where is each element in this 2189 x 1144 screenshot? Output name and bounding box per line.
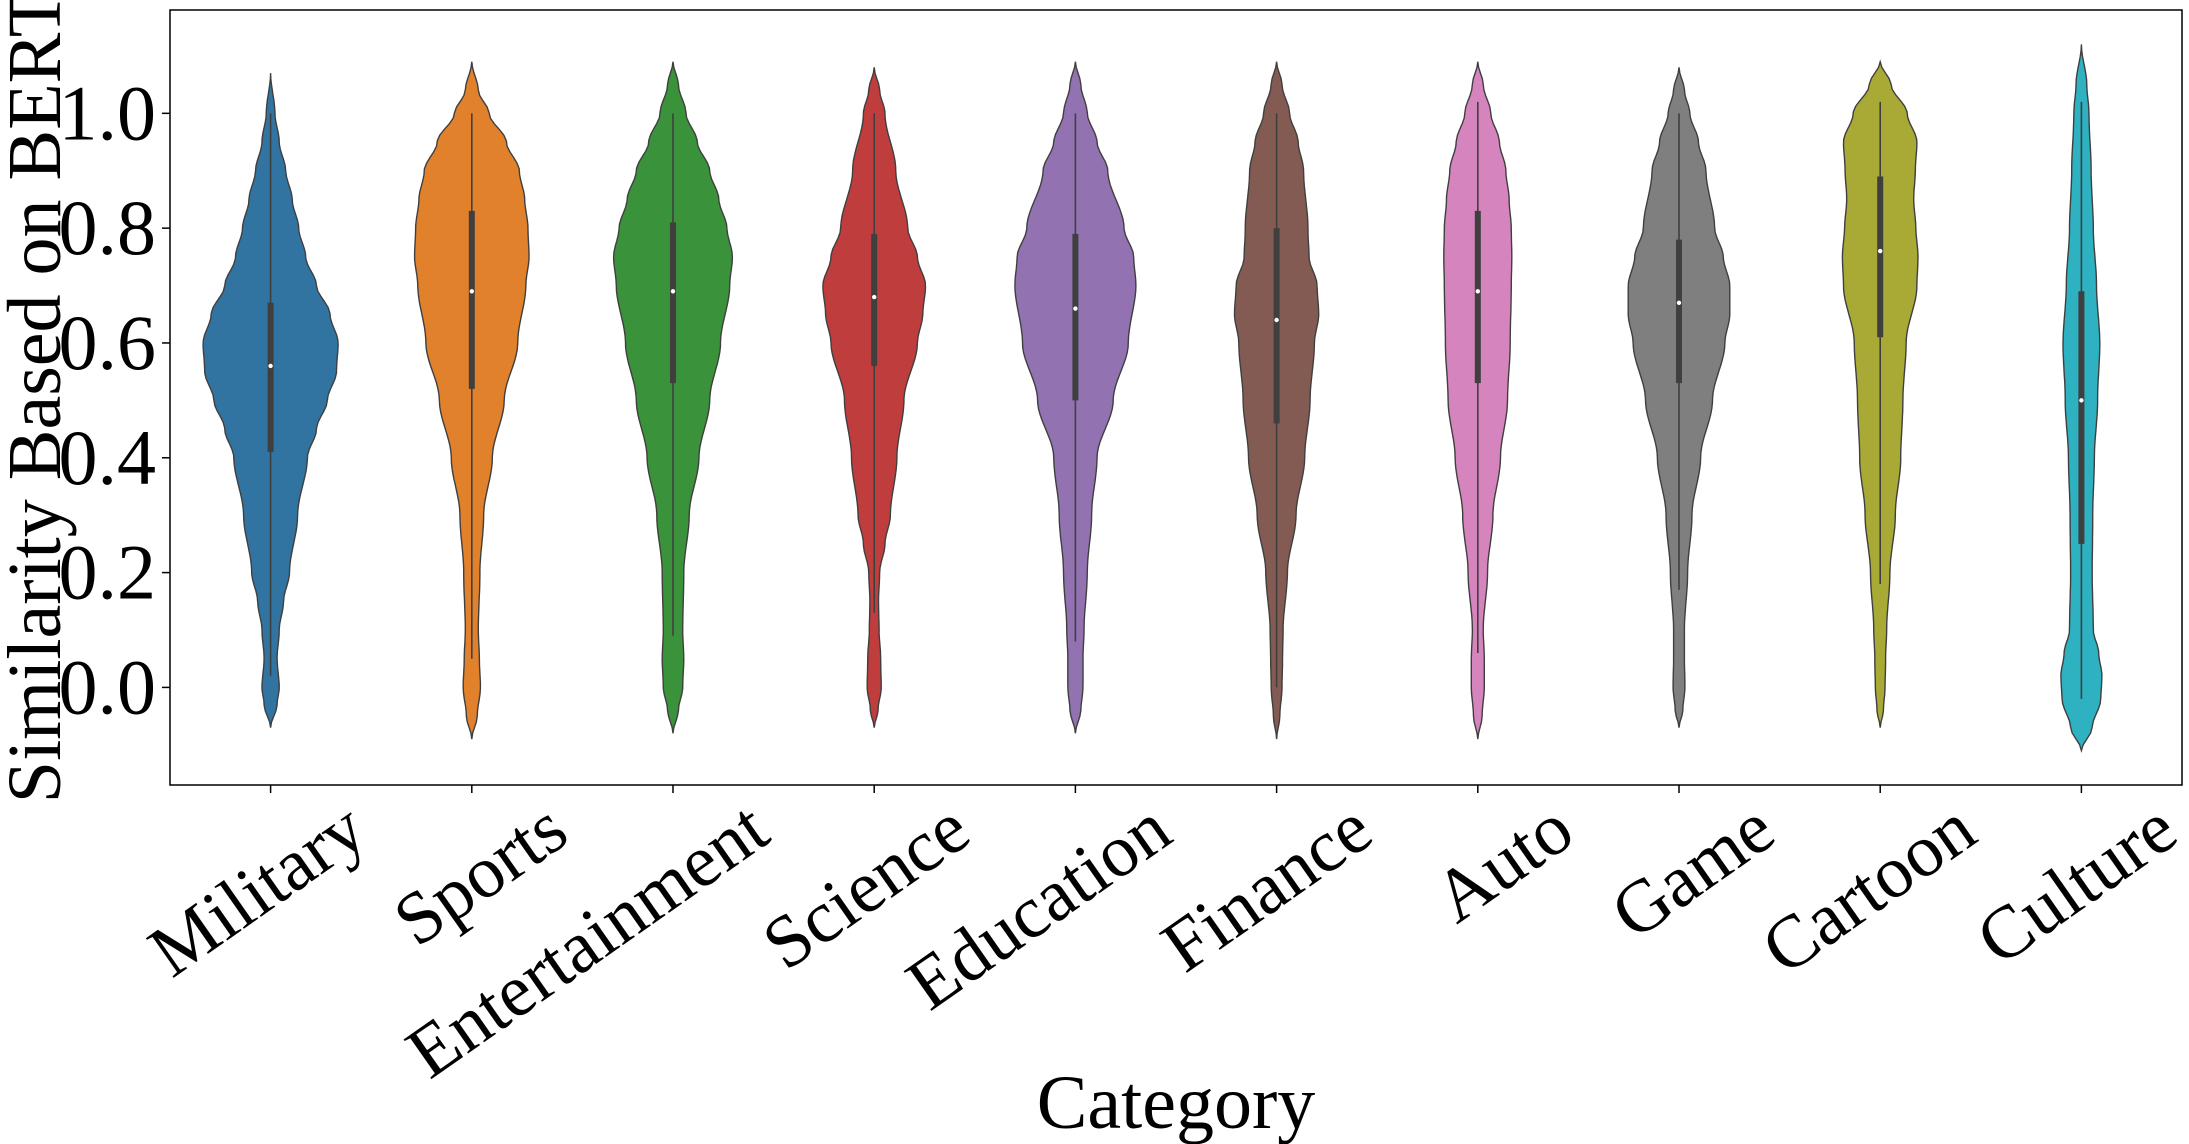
x-tick-label: Auto [1419, 787, 1587, 939]
median-marker [1475, 289, 1481, 294]
median-marker [2079, 398, 2084, 403]
x-tick-label: Culture [1962, 787, 2189, 981]
y-tick-label: 0.4 [59, 414, 157, 501]
violin-entertainment [612, 61, 734, 734]
x-axis: Military SportsEntertainmentScienceEducat… [135, 785, 2189, 1094]
median-marker [1274, 317, 1279, 323]
x-axis-title: Category [1037, 1061, 1316, 1144]
violins-group [202, 44, 2103, 753]
violin-education [1014, 61, 1137, 734]
median-marker [1878, 248, 1883, 254]
violin-science [822, 67, 927, 728]
x-tick-label: Cartoon [1748, 787, 1990, 991]
violin-sports [413, 61, 530, 740]
y-tick-label: 0.0 [59, 643, 157, 730]
violin-game [1627, 67, 1731, 728]
y-axis-title: Similarity Based on BERT [0, 0, 77, 803]
y-tick-label: 0.8 [59, 184, 157, 271]
violin-culture [2060, 44, 2103, 753]
plot-area-frame [169, 9, 2183, 786]
y-axis: 0.0 0.2 0.4 0.6 0.8 1.0 [59, 69, 170, 730]
violin-auto [1443, 61, 1513, 740]
y-tick-label: 0.2 [59, 529, 157, 616]
y-tick-label: 1.0 [59, 69, 157, 156]
violin-cartoon [1841, 59, 1919, 728]
y-tick-label: 0.6 [59, 299, 157, 386]
median-marker [1073, 306, 1078, 311]
median-marker [469, 289, 474, 294]
violin-finance [1233, 61, 1320, 740]
median-marker [872, 294, 877, 300]
violin-military [202, 73, 339, 728]
median-marker [670, 289, 676, 294]
x-tick-label: Military [135, 787, 381, 993]
x-tick-label: Finance [1147, 787, 1386, 989]
median-marker [1676, 300, 1682, 305]
median-marker [268, 363, 273, 369]
